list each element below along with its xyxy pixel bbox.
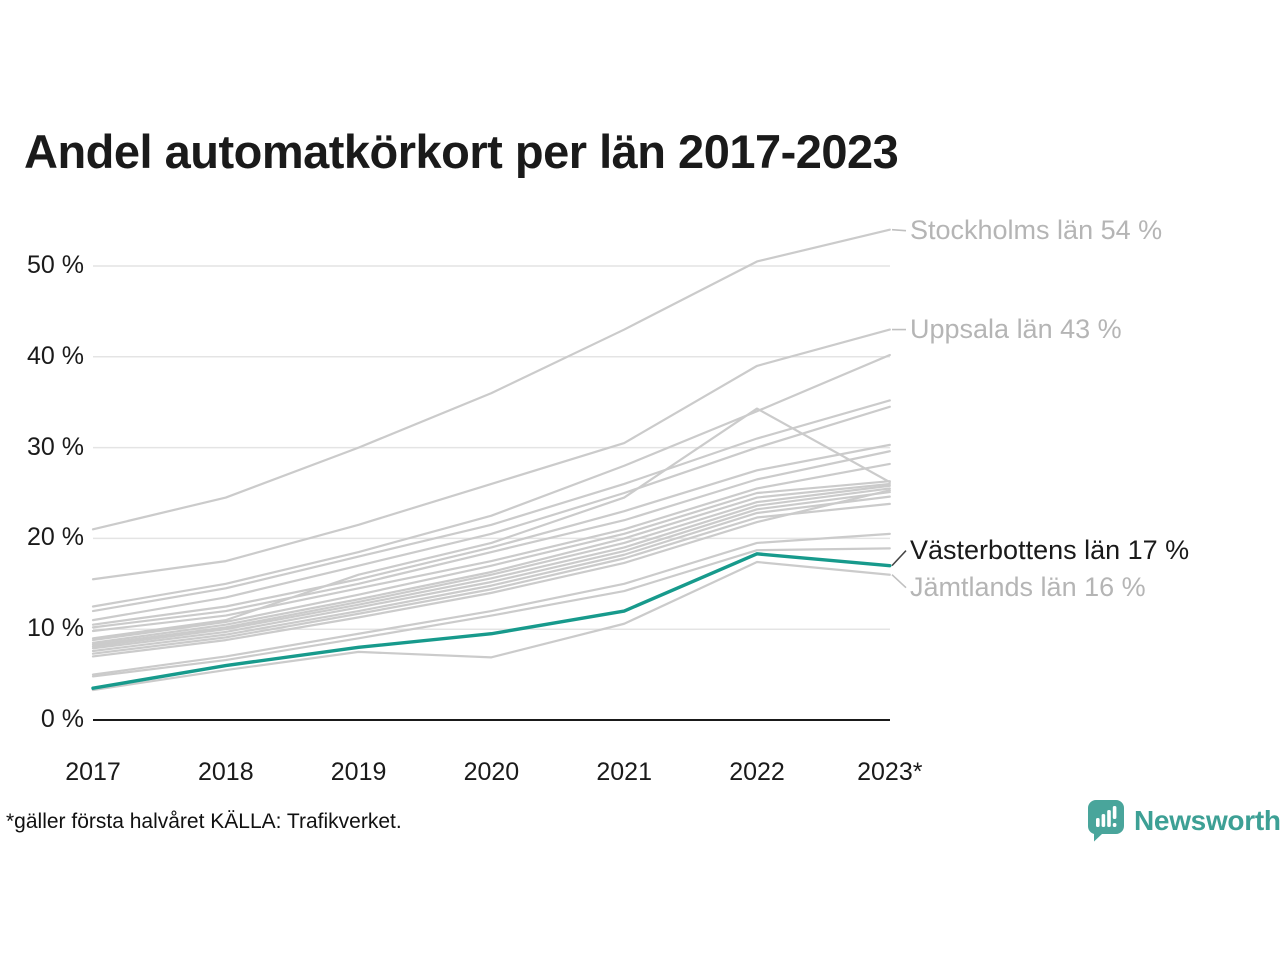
y-tick-label: 50 % bbox=[27, 251, 84, 279]
county-line bbox=[91, 328, 891, 581]
county-line bbox=[91, 495, 891, 653]
county-line bbox=[91, 560, 891, 692]
county-line bbox=[91, 489, 891, 658]
label-connector bbox=[891, 550, 907, 567]
footnote: *gäller första halvåret KÄLLA: Trafikver… bbox=[6, 810, 402, 833]
label-connector bbox=[891, 574, 907, 589]
x-tick-label: 2019 bbox=[330, 758, 387, 786]
y-tick-label: 20 % bbox=[27, 523, 84, 552]
county-line bbox=[91, 487, 891, 648]
newsworthy-wordmark: Newsworthy bbox=[1134, 804, 1280, 836]
county-line bbox=[91, 532, 891, 676]
x-tick-label: 2021 bbox=[596, 758, 652, 786]
x-tick-label: 2017 bbox=[65, 758, 121, 786]
county-line bbox=[91, 407, 891, 640]
x-tick-label: 2023* bbox=[857, 758, 923, 786]
x-tick-label: 2022 bbox=[729, 758, 785, 786]
x-tick-label: 2020 bbox=[463, 758, 520, 786]
series-label-muted: Uppsala län 43 % bbox=[910, 313, 1122, 344]
county-line bbox=[91, 484, 891, 646]
county-line bbox=[91, 443, 891, 626]
county-line bbox=[91, 228, 891, 531]
series-label-highlight: Västerbottens län 17 % bbox=[910, 534, 1190, 565]
county-line bbox=[91, 450, 891, 629]
county-line bbox=[91, 490, 891, 650]
county-line bbox=[91, 482, 891, 644]
county-line bbox=[91, 547, 891, 678]
series-label-muted: Jämtlands län 16 % bbox=[910, 571, 1146, 602]
series-label-muted: Stockholms län 54 % bbox=[910, 214, 1163, 245]
bar-chart-speech-bubble-icon bbox=[1088, 800, 1124, 842]
y-tick-label: 30 % bbox=[27, 432, 84, 461]
county-line bbox=[91, 462, 891, 633]
county-line bbox=[91, 480, 891, 642]
y-tick-label: 10 % bbox=[27, 614, 84, 643]
x-tick-label: 2018 bbox=[197, 758, 254, 786]
county-line bbox=[91, 399, 891, 613]
newsworthy-logo: Newsworthy bbox=[1087, 799, 1280, 842]
highlighted-county-line bbox=[91, 552, 892, 690]
county-line bbox=[91, 405, 891, 622]
county-line bbox=[91, 353, 891, 608]
y-tick-label: 40 % bbox=[27, 341, 84, 370]
y-tick-label: 0 % bbox=[40, 705, 84, 733]
chart-title: Andel automatkörkort per län 2017-2023 bbox=[24, 125, 899, 178]
label-connector bbox=[891, 228, 907, 232]
county-line bbox=[91, 502, 891, 655]
